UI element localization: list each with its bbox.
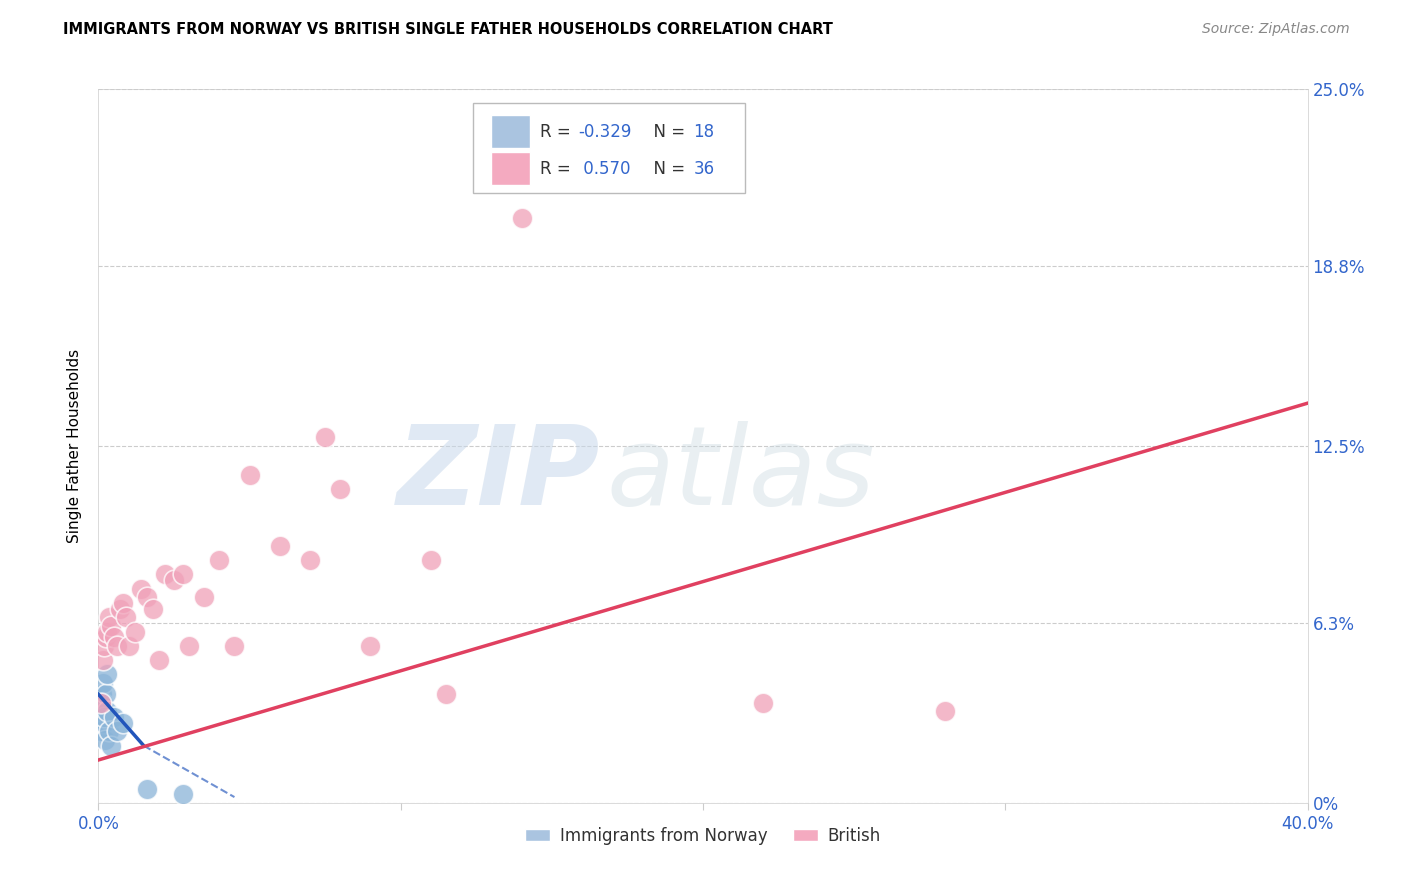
Point: [108, 601, 131, 615]
Point: [94, 733, 117, 747]
Legend: Immigrants from Norway, British: Immigrants from Norway, British: [519, 821, 887, 852]
Point: [193, 591, 215, 605]
Text: Source: ZipAtlas.com: Source: ZipAtlas.com: [1202, 22, 1350, 37]
Point: [752, 696, 775, 710]
FancyBboxPatch shape: [474, 103, 745, 193]
Point: [934, 705, 956, 719]
Point: [135, 781, 157, 796]
Point: [90, 724, 112, 739]
Point: [314, 430, 336, 444]
Point: [93, 715, 115, 730]
Point: [118, 639, 141, 653]
Point: [98, 610, 121, 624]
Point: [208, 553, 231, 567]
Text: 0.570: 0.570: [578, 160, 631, 178]
Point: [90, 696, 112, 710]
Point: [91, 687, 114, 701]
Point: [148, 653, 170, 667]
Point: [93, 710, 115, 724]
Text: ZIP: ZIP: [396, 421, 600, 528]
FancyBboxPatch shape: [492, 153, 530, 185]
Text: N =: N =: [643, 160, 690, 178]
Point: [96, 667, 118, 681]
Point: [142, 601, 165, 615]
Point: [103, 630, 125, 644]
Text: 18: 18: [693, 123, 714, 141]
Point: [153, 567, 176, 582]
Point: [135, 591, 157, 605]
Point: [114, 610, 136, 624]
Text: R =: R =: [540, 123, 576, 141]
Point: [91, 676, 114, 690]
Text: 36: 36: [693, 160, 714, 178]
Point: [329, 482, 352, 496]
Point: [124, 624, 146, 639]
Point: [163, 573, 186, 587]
Point: [94, 687, 117, 701]
Point: [91, 696, 114, 710]
Point: [239, 467, 262, 482]
Point: [100, 739, 122, 753]
Text: N =: N =: [643, 123, 690, 141]
Point: [100, 619, 122, 633]
Point: [129, 582, 152, 596]
Text: R =: R =: [540, 160, 576, 178]
Point: [510, 211, 533, 225]
Point: [172, 567, 194, 582]
FancyBboxPatch shape: [492, 115, 530, 148]
Text: atlas: atlas: [606, 421, 875, 528]
Point: [90, 705, 112, 719]
Y-axis label: Single Father Households: Single Father Households: [67, 349, 83, 543]
Point: [360, 639, 382, 653]
Point: [111, 596, 134, 610]
Point: [299, 553, 322, 567]
Text: IMMIGRANTS FROM NORWAY VS BRITISH SINGLE FATHER HOUSEHOLDS CORRELATION CHART: IMMIGRANTS FROM NORWAY VS BRITISH SINGLE…: [63, 22, 834, 37]
Point: [434, 687, 457, 701]
Point: [96, 705, 118, 719]
Point: [172, 787, 194, 801]
Point: [224, 639, 246, 653]
Point: [94, 630, 117, 644]
Point: [98, 724, 121, 739]
Point: [93, 639, 115, 653]
Point: [111, 715, 134, 730]
Point: [179, 639, 201, 653]
Point: [420, 553, 443, 567]
Point: [96, 624, 118, 639]
Text: -0.329: -0.329: [578, 123, 631, 141]
Point: [105, 724, 128, 739]
Point: [269, 539, 291, 553]
Point: [103, 710, 125, 724]
Point: [91, 653, 114, 667]
Point: [105, 639, 128, 653]
